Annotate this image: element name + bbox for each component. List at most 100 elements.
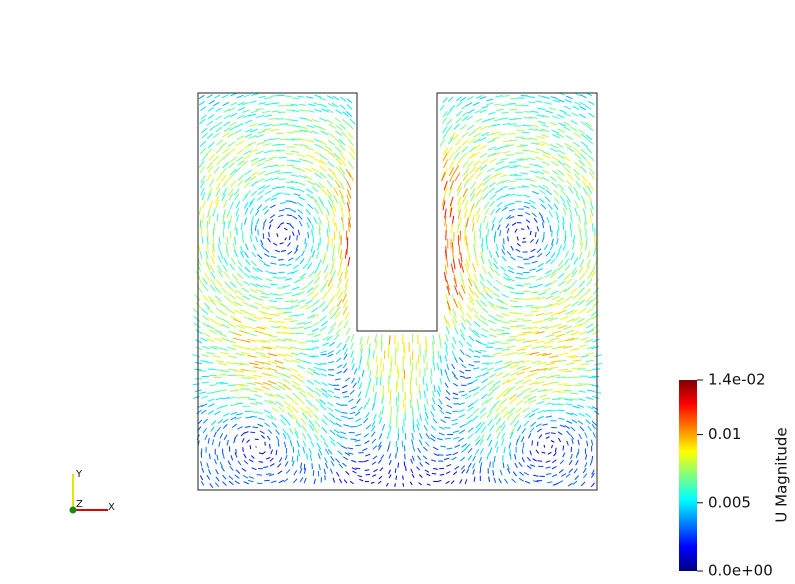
glyph <box>506 214 512 220</box>
glyph <box>250 180 258 187</box>
glyph <box>495 314 504 319</box>
glyph <box>251 215 255 223</box>
glyph <box>209 200 213 210</box>
glyph <box>355 467 361 470</box>
glyph <box>337 450 343 456</box>
glyph <box>316 251 320 260</box>
glyph <box>199 370 207 372</box>
glyph <box>559 424 566 428</box>
glyph <box>578 412 585 417</box>
glyph <box>516 365 526 370</box>
glyph <box>296 322 305 325</box>
glyph <box>284 237 287 241</box>
glyph <box>452 250 455 261</box>
glyph <box>464 479 468 485</box>
glyph <box>268 353 278 357</box>
glyph <box>208 187 213 196</box>
glyph <box>489 208 495 216</box>
glyph <box>463 208 468 219</box>
glyph <box>312 321 320 327</box>
glyph <box>451 419 458 422</box>
glyph <box>303 467 307 474</box>
glyph <box>591 314 600 320</box>
axes-triad: Y X Z <box>69 469 115 514</box>
glyph <box>521 448 524 455</box>
glyph <box>233 237 237 245</box>
glyph <box>372 474 377 477</box>
glyph <box>200 461 203 467</box>
glyph <box>530 297 539 300</box>
glyph <box>452 259 456 270</box>
glyph <box>562 452 566 458</box>
glyph <box>262 346 272 350</box>
glyph <box>207 165 214 173</box>
glyph <box>290 209 297 213</box>
glyph <box>544 317 554 321</box>
glyph <box>311 250 316 258</box>
glyph <box>592 432 596 438</box>
glyph <box>244 243 249 251</box>
glyph <box>449 180 455 190</box>
glyph <box>456 101 463 108</box>
glyph <box>318 301 326 308</box>
glyph <box>502 410 510 418</box>
glyph <box>236 413 243 416</box>
glyph <box>493 172 502 177</box>
glyph <box>255 283 263 288</box>
glyph <box>475 189 482 197</box>
glyph <box>486 362 494 366</box>
glyph <box>212 243 215 252</box>
glyph <box>433 453 439 457</box>
glyph <box>447 305 452 315</box>
glyph <box>580 148 588 155</box>
glyph <box>548 107 557 111</box>
glyph <box>292 392 300 399</box>
glyph <box>318 448 323 456</box>
glyph <box>317 452 321 460</box>
glyph <box>453 382 459 387</box>
glyph <box>444 457 450 461</box>
glyph <box>430 376 433 384</box>
glyph <box>197 276 204 285</box>
glyph <box>537 263 544 268</box>
glyph <box>312 426 319 434</box>
glyph <box>202 418 208 424</box>
glyph <box>236 295 244 302</box>
glyph <box>446 257 449 268</box>
glyph <box>201 315 210 321</box>
glyph <box>394 468 397 474</box>
glyph <box>228 293 236 300</box>
glyph <box>258 417 265 421</box>
glyph <box>223 127 231 133</box>
glyph <box>446 363 450 371</box>
glyph <box>508 352 518 356</box>
glyph <box>549 337 559 341</box>
glyph <box>256 162 265 167</box>
glyph <box>229 215 233 224</box>
glyph <box>537 121 546 124</box>
glyph <box>579 101 586 106</box>
glyph <box>551 115 560 120</box>
glyph <box>585 323 594 329</box>
glyph <box>199 250 203 260</box>
glyph <box>530 248 536 253</box>
glyph <box>343 396 350 398</box>
glyph <box>213 166 220 174</box>
glyph <box>223 114 231 120</box>
glyph <box>206 307 214 314</box>
glyph <box>482 174 491 182</box>
glyph <box>244 128 253 133</box>
glyph <box>446 146 453 155</box>
glyph <box>486 433 492 441</box>
glyph <box>264 209 269 215</box>
glyph <box>380 341 383 351</box>
glyph <box>325 119 334 124</box>
glyph <box>458 216 462 227</box>
glyph <box>510 245 514 251</box>
glyph <box>383 349 386 359</box>
glyph <box>248 476 255 479</box>
glyph <box>516 351 527 355</box>
glyph <box>535 100 543 103</box>
glyph <box>545 472 552 476</box>
glyph <box>534 340 545 344</box>
